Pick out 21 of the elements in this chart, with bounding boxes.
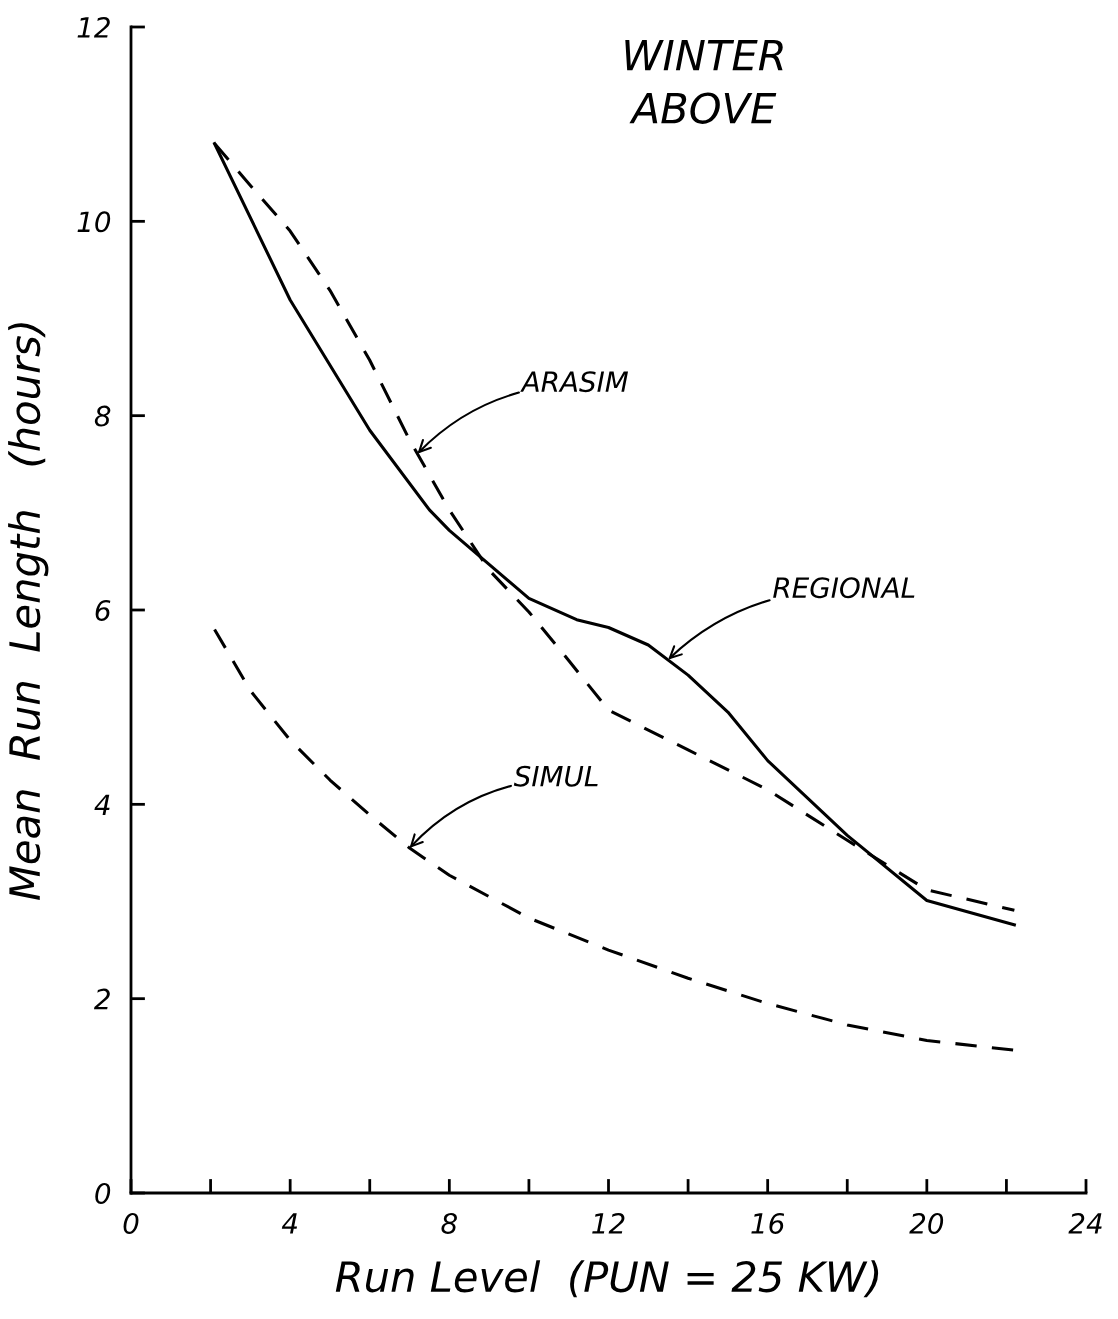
x-tick-label: 8 [441,1212,457,1234]
x-tick-label: 24 [1068,1212,1102,1234]
x-tick-label: 4 [281,1213,298,1234]
y-tick-label: 10 [77,211,111,233]
y-tick-label: 8 [94,405,111,427]
annotation: ARASIM [520,371,629,393]
line-series [213,627,1016,1052]
y-tick-label: 0 [95,1182,111,1204]
y-tick-label: 6 [95,599,111,621]
annotation: SIMUL [513,765,598,787]
x-tick-label: 12 [592,1212,625,1234]
x-tick-label: 20 [909,1212,944,1234]
x-tick-label: 16 [751,1212,785,1234]
x-tick-label: 0 [123,1212,139,1234]
y-axis-title: Mean Run Length (hours) [8,323,49,900]
text: WINTER ABOVE [625,39,783,124]
y-tick-label: 12 [77,16,110,38]
x-axis-title: Run Level (PUN = 25 KW) [335,1260,879,1298]
y-tick-label: 2 [93,988,110,1010]
y-tick-label: 4 [94,794,110,815]
annotation: REGIONAL [773,577,915,599]
